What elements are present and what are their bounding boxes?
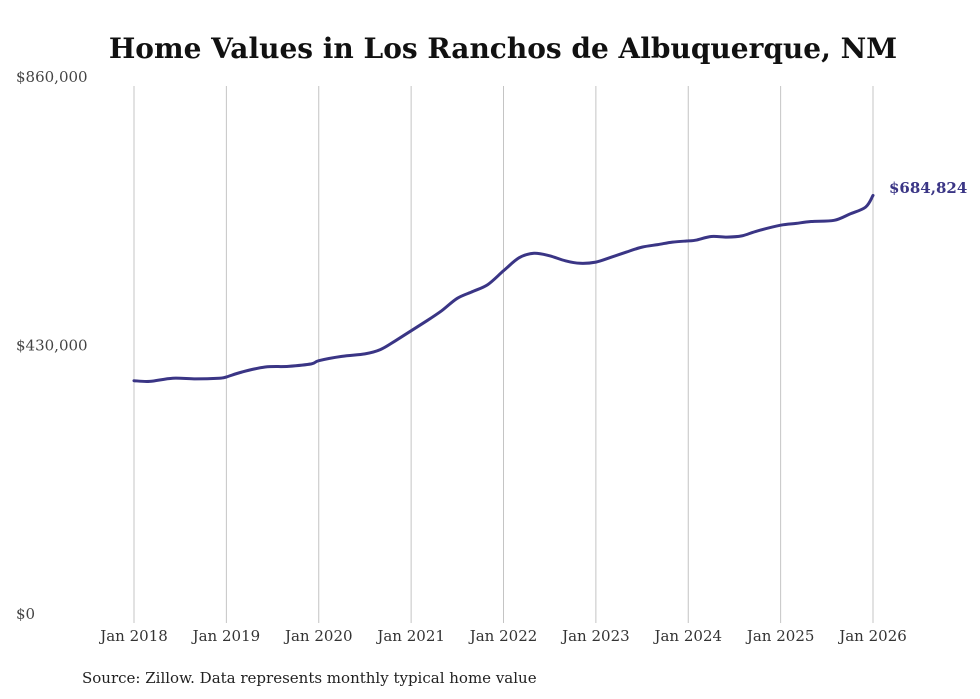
series-group	[132, 193, 875, 383]
x-tick-label: Jan 2020	[283, 627, 353, 645]
y-tick-label: $860,000	[16, 68, 88, 86]
x-tick-label: Jan 2025	[745, 627, 815, 645]
x-tick-label: Jan 2018	[98, 627, 168, 645]
y-axis-ticks: $0 $430,000 $860,000	[16, 68, 88, 623]
gridlines	[133, 86, 874, 623]
chart-title: Home Values in Los Ranchos de Albuquerqu…	[109, 32, 897, 65]
x-tick-label: Jan 2022	[468, 627, 538, 645]
source-note: Source: Zillow. Data represents monthly …	[82, 669, 537, 687]
x-axis-ticks: Jan 2018 Jan 2019 Jan 2020 Jan 2021 Jan 2022…	[98, 627, 907, 645]
x-tick-label: Jan 2019	[191, 627, 261, 645]
series-line-home-value	[132, 193, 875, 383]
x-tick-label: Jan 2023	[560, 627, 630, 645]
y-tick-label: $0	[16, 605, 35, 623]
y-tick-label: $430,000	[16, 337, 88, 355]
x-tick-label: Jan 2021	[375, 627, 445, 645]
end-value-label: $684,824	[889, 179, 967, 197]
x-tick-label: Jan 2026	[837, 627, 907, 645]
x-tick-label: Jan 2024	[652, 627, 722, 645]
